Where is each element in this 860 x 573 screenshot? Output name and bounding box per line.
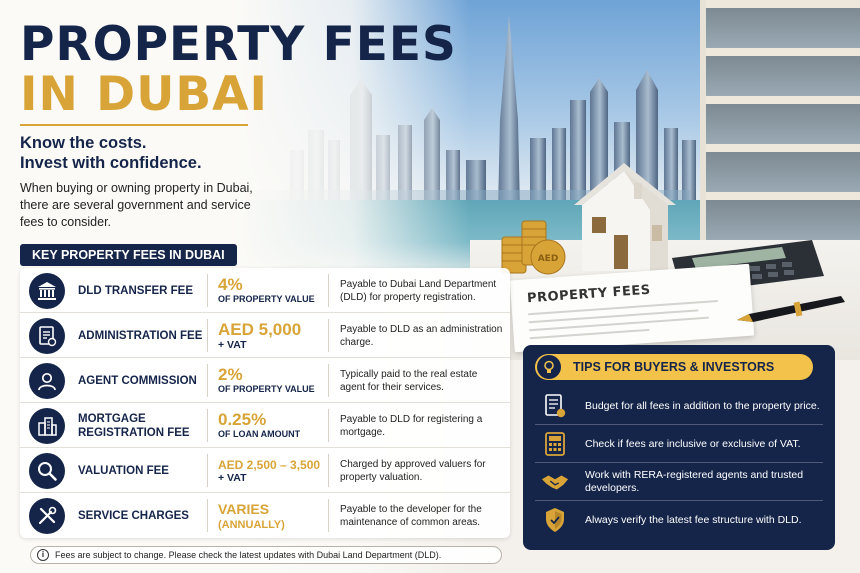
fee-amount: AED 5,000 + VAT [218,313,326,358]
shield-check-icon [541,506,569,534]
fee-amount-value: AED 2,500 – 3,500 [218,457,321,472]
fee-amount: 2% OF PROPERTY VALUE [218,358,326,403]
column-divider [207,409,208,442]
fee-amount-value: VARIES [218,500,270,517]
column-divider [207,499,208,532]
column-divider [328,274,329,307]
column-divider [207,274,208,307]
calculator-icon [541,430,569,458]
fee-name: MORTGAGE REGISTRATION FEE [78,412,190,439]
pen-icon [737,296,845,322]
column-divider [328,409,329,442]
government-building-icon [29,273,65,309]
fee-amount-value: AED 5,000 [218,319,302,339]
magnifier-icon [29,453,65,489]
fee-amount: AED 2,500 – 3,500 + VAT [218,448,326,493]
tip-item: Budget for all fees in addition to the p… [535,387,823,425]
title-line-1: PROPERTY FEES [20,17,457,72]
fee-description: Typically paid to the real estate agent … [340,368,478,393]
fee-amount: VARIES (ANNUALLY) [218,493,326,538]
fee-row-mortgage-registration: MORTGAGE REGISTRATION FEE 0.25% OF LOAN … [20,403,510,448]
info-icon: i [37,549,49,561]
column-divider [207,454,208,487]
fee-row-administration: ADMINISTRATION FEE AED 5,000 + VAT Payab… [20,313,510,358]
fee-amount-value: 4% [218,275,243,294]
fee-row-service-charges: SERVICE CHARGES VARIES (ANNUALLY) Payabl… [20,493,510,538]
buildings-icon [29,408,65,444]
page-title: PROPERTY FEES IN DUBAI [20,20,457,120]
fee-description: Charged by approved valuers for property… [340,458,486,483]
tip-item: Work with RERA-registered agents and tru… [535,463,823,501]
title-divider [20,124,248,126]
fee-amount-basis: OF LOAN AMOUNT [218,429,301,439]
fee-description: Payable to DLD as an administration char… [340,323,503,348]
column-divider [328,499,329,532]
title-line-2: IN DUBAI [20,67,269,122]
fee-name: VALUATION FEE [78,464,169,477]
fee-name: SERVICE CHARGES [78,509,189,522]
tip-text: Always verify the latest fee structure w… [585,513,802,526]
tagline-line-1: Know the costs. [20,134,147,152]
column-divider [328,454,329,487]
lightbulb-icon [537,355,561,379]
handshake-icon [541,468,569,496]
tools-icon [29,498,65,534]
fee-description: Payable to DLD for registering a mortgag… [340,413,483,438]
fee-amount-basis: + VAT [218,471,247,484]
fee-amount-basis: OF PROPERTY VALUE [218,294,315,304]
fee-amount: 4% OF PROPERTY VALUE [218,268,326,313]
column-divider [207,319,208,352]
person-icon [29,363,65,399]
balcony-building [700,0,860,250]
fee-amount-basis: + VAT [218,338,247,351]
fee-amount-basis: (ANNUALLY) [218,518,285,531]
tip-item: Check if fees are inclusive or exclusive… [535,425,823,463]
fees-table: DLD TRANSFER FEE 4% OF PROPERTY VALUE Pa… [20,268,510,538]
tagline-line-2: Invest with confidence. [20,154,202,172]
tip-text: Work with RERA-registered agents and tru… [585,469,804,494]
fee-row-dld-transfer: DLD TRANSFER FEE 4% OF PROPERTY VALUE Pa… [20,268,510,313]
document-line [529,328,650,340]
footer-note-text: Fees are subject to change. Please check… [55,550,442,560]
fee-amount-basis: OF PROPERTY VALUE [218,384,315,394]
document-title: PROPERTY FEES [526,282,652,307]
fee-row-valuation: VALUATION FEE AED 2,500 – 3,500 + VAT Ch… [20,448,510,493]
tips-panel: TIPS FOR BUYERS & INVESTORS Budget for a… [523,345,835,550]
column-divider [328,319,329,352]
footer-note: i Fees are subject to change. Please che… [30,546,502,564]
tips-title: TIPS FOR BUYERS & INVESTORS [573,360,775,374]
fee-name: DLD TRANSFER FEE [78,284,193,297]
document-icon [29,318,65,354]
tip-item: Always verify the latest fee structure w… [535,501,823,539]
fee-description: Payable to Dubai Land Department (DLD) f… [340,278,497,303]
tip-text: Check if fees are inclusive or exclusive… [585,437,801,450]
fee-description: Payable to the developer for the mainten… [340,503,482,528]
fee-amount-value: 0.25% [218,410,267,429]
fee-amount-value: 2% [218,365,243,384]
column-divider [328,364,329,397]
checklist-icon [541,392,569,420]
fee-name: AGENT COMMISSION [78,374,197,387]
tagline: Know the costs. Invest with confidence. [20,133,202,173]
fees-section-label: KEY PROPERTY FEES IN DUBAI [20,244,237,266]
tips-title-banner: TIPS FOR BUYERS & INVESTORS [535,354,813,380]
tip-text: Budget for all fees in addition to the p… [585,399,820,412]
coin-label: AED [538,254,559,264]
fee-amount: 0.25% OF LOAN AMOUNT [218,403,326,448]
intro-text: When buying or owning property in Dubai,… [20,181,253,229]
fee-name: ADMINISTRATION FEE [78,329,203,342]
gold-coins-icon: AED [501,220,566,275]
column-divider [207,364,208,397]
fee-row-agent-commission: AGENT COMMISSION 2% OF PROPERTY VALUE Ty… [20,358,510,403]
house-model-icon [574,163,676,271]
